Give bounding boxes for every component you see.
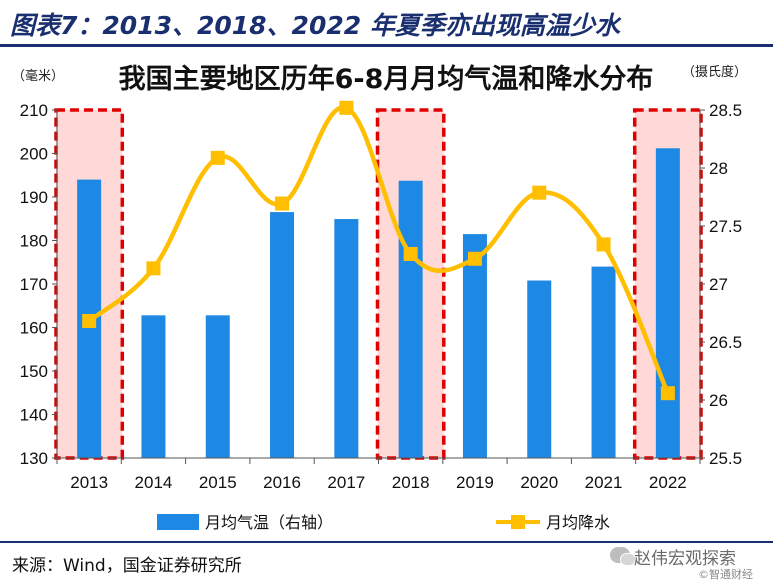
y-left-tick-label: 140 bbox=[20, 406, 48, 425]
x-tick-label: 2018 bbox=[392, 473, 430, 492]
y-right-tick-label: 25.5 bbox=[709, 449, 742, 468]
watermark-text: 赵伟宏观探索 bbox=[634, 549, 736, 569]
header-divider bbox=[0, 44, 773, 47]
footer-divider bbox=[0, 541, 773, 543]
y-left-tick-label: 170 bbox=[20, 275, 48, 294]
x-tick-label: 2013 bbox=[70, 473, 108, 492]
point-precipitation-2014 bbox=[146, 261, 161, 276]
point-precipitation-2015 bbox=[210, 150, 225, 165]
y-left-tick-label: 210 bbox=[20, 101, 48, 120]
watermark: 赵伟宏观探索 ©智通财经 bbox=[606, 540, 773, 584]
point-precipitation-2021 bbox=[596, 237, 611, 252]
header: 图表7：2013、2018、2022 年夏季亦出现高温少水 bbox=[0, 0, 773, 47]
x-tick-label: 2014 bbox=[135, 473, 173, 492]
y-left-tick-label: 150 bbox=[20, 362, 48, 381]
point-precipitation-2016 bbox=[275, 196, 290, 211]
bar-temperature-2021 bbox=[591, 266, 616, 458]
y-right-tick-label: 27.5 bbox=[709, 217, 742, 236]
point-precipitation-2019 bbox=[467, 251, 482, 266]
y-right-tick-label: 26.5 bbox=[709, 333, 742, 352]
bar-temperature-2017 bbox=[334, 219, 359, 458]
y-right-unit: （摄氏度） bbox=[682, 64, 747, 80]
point-precipitation-2020 bbox=[532, 185, 547, 200]
point-precipitation-2022 bbox=[660, 386, 675, 401]
y-right-tick-label: 27 bbox=[709, 275, 728, 294]
y-left-tick-label: 190 bbox=[20, 188, 48, 207]
bar-temperature-2014 bbox=[141, 315, 166, 458]
y-right-tick-label: 28.5 bbox=[709, 101, 742, 120]
point-precipitation-2017 bbox=[339, 100, 354, 115]
x-tick-label: 2017 bbox=[327, 473, 365, 492]
watermark-subtext: ©智通财经 bbox=[698, 568, 753, 581]
legend-swatch-temperature bbox=[157, 514, 199, 530]
point-precipitation-2018 bbox=[403, 246, 418, 261]
bar-temperature-2019 bbox=[462, 234, 487, 458]
x-tick-label: 2015 bbox=[199, 473, 237, 492]
y-left-tick-label: 180 bbox=[20, 232, 48, 251]
bar-temperature-2022 bbox=[655, 148, 680, 458]
figure-title: 图表7：2013、2018、2022 年夏季亦出现高温少水 bbox=[10, 11, 620, 40]
bar-temperature-2015 bbox=[205, 315, 230, 458]
chart-title: 我国主要地区历年6-8月月均气温和降水分布 bbox=[119, 63, 654, 95]
y-left-unit: （毫米） bbox=[12, 68, 64, 84]
y-left-tick-label: 200 bbox=[20, 145, 48, 164]
legend-marker-precipitation bbox=[511, 515, 525, 529]
x-tick-label: 2022 bbox=[649, 473, 687, 492]
legend-label-precipitation: 月均降水 bbox=[546, 513, 610, 532]
x-tick-label: 2020 bbox=[520, 473, 558, 492]
line-precipitation bbox=[87, 105, 670, 395]
legend-label-temperature: 月均气温（右轴） bbox=[205, 513, 333, 532]
x-tick-label: 2019 bbox=[456, 473, 494, 492]
bar-temperature-2018 bbox=[398, 180, 423, 458]
bar-temperature-2016 bbox=[270, 212, 295, 458]
wechat-icon-bubble bbox=[620, 553, 636, 566]
source-note: 来源：Wind，国金证券研究所 bbox=[12, 556, 242, 576]
y-left-tick-label: 130 bbox=[20, 449, 48, 468]
x-tick-label: 2021 bbox=[585, 473, 623, 492]
y-right-tick-label: 26 bbox=[709, 391, 728, 410]
point-precipitation-2013 bbox=[82, 313, 97, 328]
y-left-tick-label: 160 bbox=[20, 319, 48, 338]
y-right-tick-label: 28 bbox=[709, 159, 728, 178]
bar-temperature-2020 bbox=[527, 280, 552, 458]
x-tick-label: 2016 bbox=[263, 473, 301, 492]
